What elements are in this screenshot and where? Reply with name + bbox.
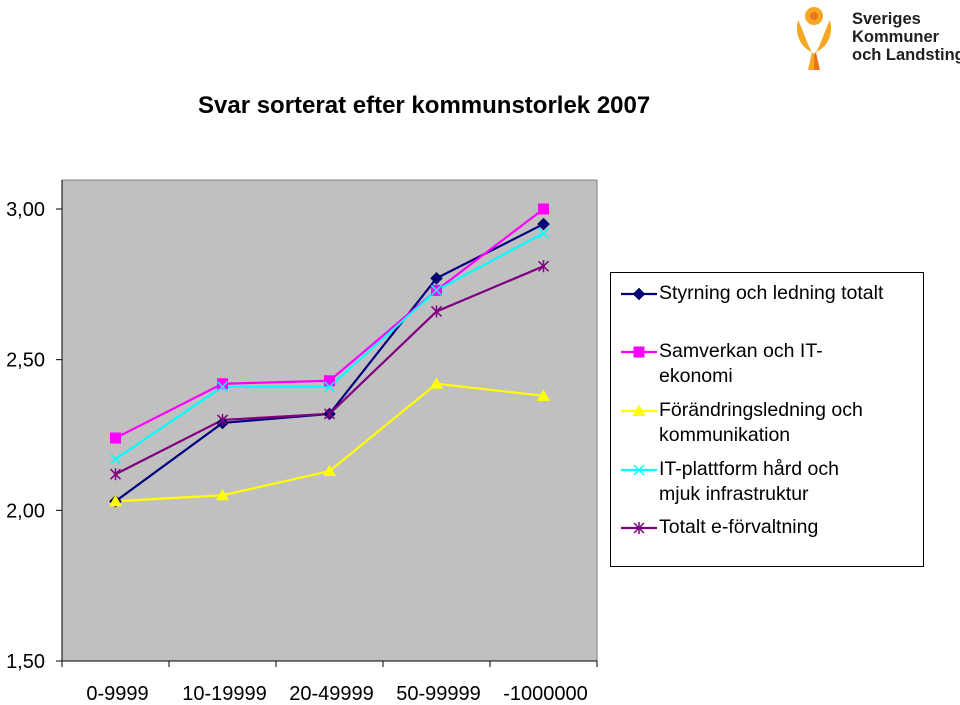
data-point	[430, 284, 443, 296]
x-tick-label: 0-9999	[86, 683, 148, 705]
logo-text-line: Kommuner	[852, 28, 940, 46]
logo: Sveriges Kommuner och Landsting	[790, 2, 960, 74]
legend: Styrning och ledning totalt Samverkan och…	[610, 272, 924, 567]
legend-marker	[621, 464, 657, 476]
data-point	[217, 378, 228, 390]
data-point	[109, 494, 122, 507]
data-point	[109, 468, 122, 481]
y-ticks: 3,00 2,50 2,00 1,50	[6, 199, 62, 673]
legend-label: IT-plattform hård och mjuk infrastruktur	[659, 458, 839, 505]
x-tick-label: -1000000	[503, 683, 588, 705]
data-point	[323, 407, 336, 420]
x-tick-label: 10-19999	[182, 683, 267, 705]
data-point	[216, 413, 229, 426]
data-point	[216, 488, 229, 501]
data-point	[537, 389, 550, 401]
y-tick-label: 2,00	[6, 500, 45, 522]
data-point	[323, 464, 336, 477]
x-ticks: 0-9999 10-19999 20-49999 50-99999 -1000000	[61, 661, 598, 705]
legend-label: Styrning och ledning totalt	[659, 282, 884, 304]
legend-label: Förändringsledning och kommunikation	[659, 399, 863, 446]
data-point	[538, 203, 549, 215]
data-point	[537, 260, 550, 273]
data-point	[537, 217, 550, 231]
data-point	[430, 305, 443, 318]
legend-marker	[621, 404, 657, 416]
legend-symbol	[632, 287, 646, 301]
x-tick-label: 20-49999	[289, 683, 374, 705]
legend-marker	[621, 522, 657, 534]
data-point	[109, 453, 122, 465]
legend-symbol	[633, 464, 645, 476]
logo-emblem-icon	[796, 7, 832, 70]
y-tick-label: 2,50	[6, 350, 45, 372]
data-point	[537, 227, 550, 239]
legend-symbol	[633, 346, 645, 358]
data-point	[430, 271, 443, 285]
data-point	[216, 381, 229, 393]
data-point	[430, 377, 443, 389]
legend-symbol	[632, 404, 646, 416]
y-tick-label: 3,00	[6, 199, 45, 221]
series-markers	[109, 203, 550, 508]
legend-label: Samverkan och IT- ekonomi	[659, 340, 823, 387]
data-point	[324, 375, 335, 387]
logo-text: Sveriges Kommuner och Landsting	[852, 10, 960, 64]
logo-text-line: och Landsting	[852, 46, 960, 64]
legend-marker	[621, 346, 657, 358]
data-point	[323, 381, 336, 393]
legend-label: Totalt e-förvaltning	[659, 516, 819, 538]
legend-marker	[621, 287, 657, 301]
chart-title: Svar sorterat efter kommunstorlek 2007	[198, 92, 651, 119]
y-tick-label: 1,50	[6, 651, 45, 673]
logo-text-line: Sveriges	[852, 10, 921, 28]
data-point	[110, 432, 121, 444]
x-tick-label: 50-99999	[396, 683, 481, 705]
plot-area	[61, 179, 598, 662]
legend-symbol	[633, 522, 645, 534]
